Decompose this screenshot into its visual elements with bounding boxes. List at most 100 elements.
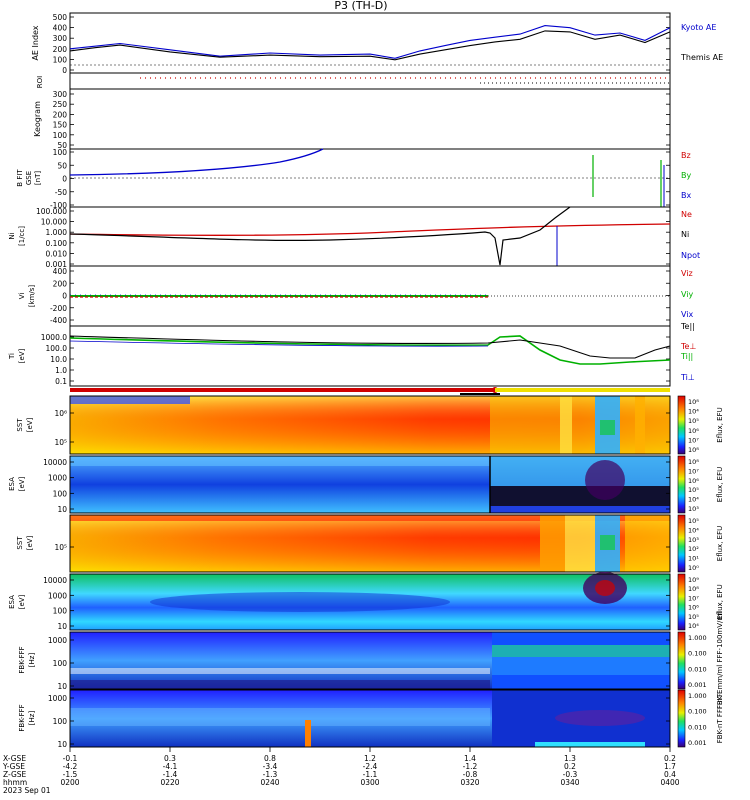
ni-trace: [69, 206, 571, 266]
esa1-y-ticks: 10000 1000 100 10: [43, 458, 670, 514]
esa1-ylabel-1: ESA: [8, 477, 16, 491]
colorbar-tick-label: 10⁷: [688, 594, 699, 602]
panel-esa-electron: 10000 1000 100 10 ESA [eV]: [8, 572, 671, 631]
y-tick-label: -400: [50, 316, 67, 325]
fbk2-y-ticks: 1000 100 10: [48, 694, 670, 749]
x-tick-label: -1.4: [163, 770, 178, 779]
panel-temperature: 1000.0 100.0 10.0 1.0 0.1 Ti [eV] Te|| Te⊥ T…: [8, 322, 696, 387]
vi-ylabel-2: [km/s]: [28, 285, 36, 308]
x-tick-label: 0.3: [164, 754, 176, 763]
colorbar-tick-label: 10⁸: [688, 458, 699, 466]
x-tick-label: 1.2: [364, 754, 376, 763]
ti-perp-trace: [69, 340, 489, 347]
axis-row-label: Y-GSE: [2, 762, 25, 771]
ni-ylabel-1: Ni: [8, 232, 16, 239]
panel-frame: [69, 12, 671, 74]
b-ylabel-1: B FIT: [16, 169, 24, 187]
x-tick-label: -1.2: [463, 762, 478, 771]
legend-te-par: Te||: [680, 322, 695, 331]
colorbar-label: FBK-nT FFF-nT: [716, 693, 724, 743]
y-tick-label: -50: [55, 188, 67, 197]
b-y-ticks: 100 50 0 -50 -100: [50, 148, 670, 210]
x-tick-label: 0200: [60, 778, 79, 787]
colorbar-label: Eflux, EFU: [716, 407, 724, 442]
y-tick-label: 0: [62, 175, 67, 184]
colorbar-tick-label: 0.001: [688, 739, 707, 747]
colorbar: [677, 631, 686, 690]
x-tick-label: -0.3: [563, 770, 578, 779]
ae-series-line: [69, 30, 671, 61]
fbk1-ylabel-1: FBK-FFF: [18, 646, 26, 673]
panel-fbk-e: 1000 100 10 FBK-FFF [Hz]: [18, 631, 671, 691]
colorbar-tick-label: 10⁸: [688, 446, 699, 454]
x-tick-label: 1.4: [464, 754, 476, 763]
axis-row-label: X-GSE: [3, 754, 26, 763]
y-tick-label: 1000: [48, 636, 67, 645]
colorbar-tick-label: 10⁵: [688, 417, 699, 425]
y-tick-label: 100: [53, 55, 68, 64]
sst1-y-ticks: 10⁶ 10⁵: [54, 409, 670, 447]
legend-ne: Ne: [681, 210, 692, 219]
y-tick-label: 10⁵: [54, 543, 67, 552]
x-tick-label: 0300: [360, 778, 379, 787]
bx-trace: [69, 148, 324, 176]
colorbar-tick-label: 1.000: [688, 634, 707, 642]
colorbar-tick-label: 10⁶: [688, 604, 699, 612]
x-tick-label: 0.4: [664, 770, 676, 779]
y-tick-label: 100: [53, 659, 68, 668]
y-tick-label: 0: [62, 66, 67, 75]
y-tick-label: 0.010: [46, 249, 68, 258]
x-tick-label: 0220: [160, 778, 179, 787]
y-tick-label: 10⁶: [54, 409, 67, 418]
sst2-ylabel-1: SST: [16, 536, 24, 550]
x-tick-label: -0.1: [63, 754, 78, 763]
ti-y-ticks: 1000.0 100.0 10.0 1.0 0.1: [41, 333, 670, 386]
colorbar-label: Eflux, EFU: [716, 467, 724, 502]
ae-series-line: [69, 25, 671, 59]
panel-b-field: 100 50 0 -50 -100 B FIT GSE [nT] Bz By Bx: [16, 148, 691, 210]
colorbar-tick-label: 0.010: [688, 723, 707, 731]
panel-esa-ion: 10000 1000 100 10 ESA [eV]: [8, 455, 671, 514]
colorbar-tick-label: 10⁴: [688, 622, 699, 630]
y-tick-label: 0: [62, 292, 67, 301]
x-tick-label: 0.2: [664, 754, 676, 763]
y-tick-label: 400: [53, 267, 68, 276]
legend-themis-ae: Themis AE: [680, 53, 723, 62]
colorbar-tick-label: 1.000: [688, 692, 707, 700]
legend-npot: Npot: [681, 251, 700, 260]
axis-row-label: hhmm: [3, 778, 27, 787]
y-tick-label: 200: [53, 45, 68, 54]
esa2-ylabel-2: [eV]: [18, 594, 26, 609]
legend-by: By: [681, 171, 691, 180]
colorbar-tick-label: 10²: [688, 545, 699, 553]
y-tick-label: 100: [53, 489, 68, 498]
x-tick-label: 0340: [560, 778, 579, 787]
mode-bar: [70, 387, 670, 395]
y-tick-label: 10: [57, 682, 67, 691]
x-tick-label: 0320: [460, 778, 479, 787]
legend-kyoto-ae: Kyoto AE: [681, 23, 716, 32]
y-tick-label: 100: [53, 148, 68, 157]
colorbar-tick-label: 10⁶: [688, 477, 699, 485]
y-tick-label: 100.000: [36, 207, 67, 216]
esa2-ylabel-1: ESA: [8, 595, 16, 609]
y-tick-label: 10: [57, 740, 67, 749]
y-tick-label: 10: [57, 622, 67, 631]
legend-ni: Ni: [681, 230, 689, 239]
y-tick-label: 400: [53, 24, 68, 33]
colorbar-label: Eflux, EFU: [716, 526, 724, 561]
x-tick-label: -4.1: [163, 762, 178, 771]
axis-row-label: 2023 Sep 01: [3, 786, 51, 795]
y-tick-label: -200: [50, 304, 67, 313]
esa2-y-ticks: 10000 1000 100 10: [43, 576, 670, 631]
y-tick-label: 10: [57, 505, 67, 514]
legend-vix: Vix: [681, 310, 694, 319]
colorbar-tick-label: 10⁵: [688, 486, 699, 494]
sst1-ylabel-1: SST: [16, 418, 24, 432]
ae-series: [69, 25, 671, 61]
y-tick-label: 10000: [43, 576, 67, 585]
x-tick-label: -2.4: [363, 762, 378, 771]
ti-ylabel-1: Ti: [8, 353, 16, 360]
